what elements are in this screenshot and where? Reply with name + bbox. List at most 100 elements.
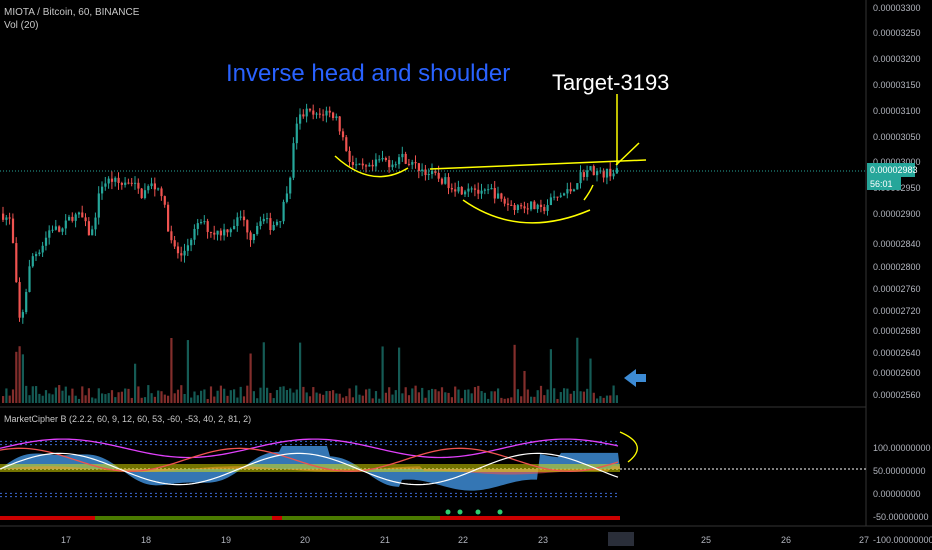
indicator-pane	[0, 431, 866, 520]
volume-bar	[252, 391, 255, 403]
candle-body	[269, 218, 272, 231]
time-tick-label: 25	[701, 535, 711, 545]
candle-body	[35, 254, 38, 257]
volume-bar	[424, 397, 427, 403]
time-tick-label: 20	[300, 535, 310, 545]
candle-body	[312, 110, 315, 115]
candle-body	[8, 217, 11, 219]
volume-bar	[147, 385, 150, 403]
price-tick-label: 0.00002800	[873, 262, 921, 272]
trend-strip	[95, 516, 272, 520]
candle-body	[223, 229, 226, 236]
volume-bar	[401, 393, 404, 403]
candle-body	[209, 231, 213, 233]
buy-dot	[457, 509, 463, 515]
candle-body	[28, 266, 31, 292]
candle-body	[421, 169, 424, 171]
candle-body	[5, 217, 8, 220]
candle-body	[592, 166, 595, 176]
volume-bar	[605, 395, 609, 403]
candle-body	[213, 232, 216, 235]
candle-body	[437, 172, 440, 179]
candle-body	[335, 116, 338, 118]
candle-body	[183, 250, 186, 256]
volume-bar	[312, 387, 315, 403]
price-tick-label: 0.00002760	[873, 284, 921, 294]
candle-body	[609, 168, 612, 177]
volume-bar	[81, 386, 84, 403]
candle-body	[576, 183, 579, 190]
candle-body	[242, 216, 246, 221]
volume-bar	[272, 398, 275, 403]
candle-body	[167, 204, 170, 232]
volume-bar	[506, 398, 510, 403]
time-tick-label: 26	[781, 535, 791, 545]
volume-bar	[124, 388, 127, 403]
volume-bar	[365, 389, 368, 403]
candle-body	[58, 226, 61, 232]
candle-body	[38, 252, 41, 255]
volume-bar	[203, 389, 206, 403]
trend-strip	[440, 516, 620, 520]
candle-body	[549, 197, 552, 206]
candle-body	[477, 189, 480, 194]
candle-body	[440, 178, 444, 184]
volume-bar	[8, 395, 11, 403]
candle-body	[104, 183, 107, 187]
head-curve	[462, 199, 591, 224]
candle-body	[559, 195, 562, 197]
candle-body	[160, 188, 163, 197]
time-tick-label: 22	[458, 535, 468, 545]
candle-body	[157, 188, 160, 190]
volume-bar	[117, 392, 120, 403]
price-tick-label: 0.00002720	[873, 306, 921, 316]
candle-body	[487, 189, 490, 191]
volume-bar	[28, 395, 31, 403]
candle-body	[332, 112, 335, 118]
candle-body	[602, 170, 605, 178]
time-tick-label: 18	[141, 535, 151, 545]
volume-bar	[398, 347, 401, 403]
price-tick-label: 0.00003100	[873, 106, 921, 116]
volume-bar	[299, 342, 302, 403]
volume-bar	[599, 396, 602, 403]
volume-bar	[193, 391, 196, 403]
candle-body	[127, 182, 130, 184]
candle-body	[15, 243, 18, 283]
stoch-line	[0, 447, 619, 472]
volume-bar	[308, 396, 312, 403]
candle-body	[338, 116, 341, 132]
candle-body	[18, 282, 21, 318]
volume-bar	[302, 386, 305, 403]
volume-bar	[368, 388, 371, 403]
time-tick-label: 27	[859, 535, 869, 545]
candle-body	[140, 188, 143, 199]
volume-bar	[318, 393, 321, 403]
candle-body	[470, 188, 473, 190]
candle-body	[407, 163, 411, 165]
candle-body	[262, 218, 265, 222]
candle-body	[44, 237, 48, 246]
trend-strip	[282, 516, 440, 520]
candle-body	[427, 174, 430, 176]
volume-bar	[596, 398, 599, 403]
candle-body	[180, 253, 183, 256]
candle-body	[404, 153, 407, 164]
right-shoulder-curve	[583, 184, 594, 201]
volume-bar	[569, 393, 572, 403]
volume-bar	[242, 396, 246, 403]
volume-bar	[464, 389, 467, 403]
candle-body	[87, 221, 90, 236]
candle-body	[615, 168, 618, 174]
volume-bar	[143, 397, 147, 403]
current-price-badge	[867, 163, 915, 177]
volume-bar	[490, 391, 493, 403]
volume-bar	[249, 353, 252, 403]
volume-bar	[549, 349, 552, 403]
volume-bar	[54, 387, 57, 403]
candle-body	[272, 224, 275, 231]
volume-bar	[130, 397, 133, 403]
volume-bar	[107, 393, 110, 403]
neckline	[429, 159, 647, 170]
